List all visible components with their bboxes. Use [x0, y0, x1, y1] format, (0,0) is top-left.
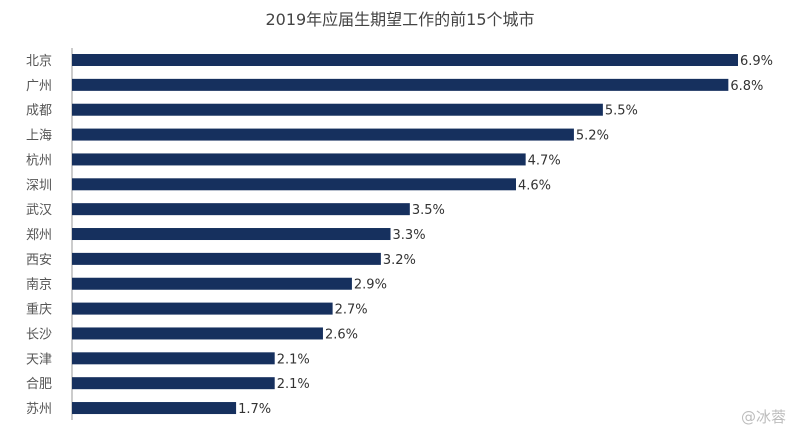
bars-group: 北京 6.9% 广州 6.8% 成都 5.5% 上海 5.2% 杭州 4.7% 深圳 4.6% 武汉 3.…	[26, 54, 773, 417]
category-label: 深圳	[26, 178, 52, 193]
bar	[72, 203, 410, 216]
value-label: 5.5%	[605, 104, 638, 119]
bar	[72, 103, 603, 116]
value-label: 6.8%	[730, 79, 763, 94]
value-label: 3.3%	[393, 228, 426, 243]
watermark: @冰蓉	[740, 408, 786, 426]
value-label: 2.1%	[277, 352, 310, 367]
category-label: 重庆	[26, 302, 52, 318]
bar	[72, 252, 381, 265]
value-label: 3.5%	[412, 203, 445, 218]
category-label: 苏州	[26, 401, 52, 417]
category-label: 长沙	[26, 327, 52, 342]
category-label: 天津	[26, 352, 52, 367]
bar	[72, 128, 574, 141]
value-label: 2.9%	[354, 278, 387, 293]
bar	[72, 327, 323, 340]
value-label: 2.6%	[325, 327, 358, 342]
bar	[72, 402, 237, 415]
value-label: 2.7%	[335, 303, 368, 318]
category-label: 合肥	[26, 377, 52, 392]
category-label: 广州	[26, 79, 52, 94]
bar	[72, 153, 526, 166]
category-label: 上海	[26, 129, 52, 144]
category-label: 南京	[26, 277, 52, 293]
bar	[72, 377, 275, 390]
bar	[72, 178, 516, 191]
category-label: 西安	[26, 253, 52, 268]
value-label: 4.6%	[518, 178, 551, 193]
category-label: 成都	[26, 104, 52, 119]
value-label: 2.1%	[277, 377, 310, 392]
value-label: 3.2%	[383, 253, 416, 268]
value-label: 5.2%	[576, 129, 609, 144]
category-label: 北京	[26, 54, 52, 69]
bar	[72, 78, 729, 91]
chart-title: 2019年应届生期望工作的前15个城市	[265, 10, 535, 29]
category-label: 郑州	[26, 228, 52, 243]
bar	[72, 228, 391, 241]
bar	[72, 302, 333, 315]
category-label: 武汉	[26, 203, 52, 218]
category-label: 杭州	[26, 153, 52, 168]
bar	[72, 352, 275, 365]
value-label: 4.7%	[528, 153, 561, 168]
value-label: 6.9%	[740, 54, 773, 69]
bar	[72, 277, 352, 290]
bar	[72, 54, 738, 66]
value-label: 1.7%	[238, 402, 271, 417]
